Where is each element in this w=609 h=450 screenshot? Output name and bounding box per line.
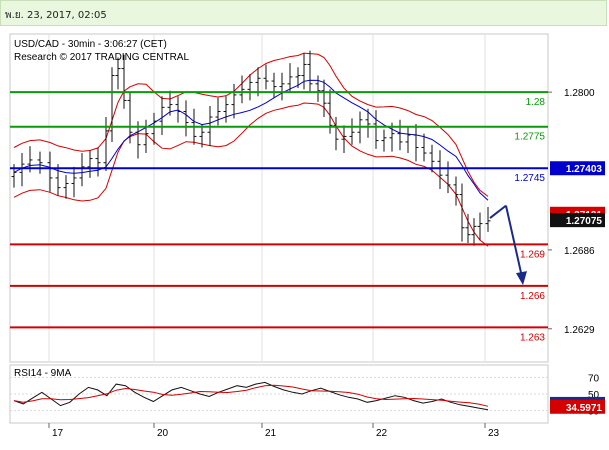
- current-price-box-bg: [550, 213, 605, 228]
- candle: [47, 151, 53, 192]
- candle: [263, 64, 269, 90]
- candle: [485, 206, 491, 232]
- lower-band: [13, 102, 489, 247]
- rsi-title: RSI14 - 9MA: [14, 368, 72, 379]
- candle: [167, 90, 173, 116]
- candle: [215, 97, 221, 126]
- rsi-tick-label: 70: [588, 373, 600, 384]
- candle: [301, 53, 307, 90]
- candle: [465, 213, 471, 243]
- candle: [341, 125, 347, 154]
- candle: [127, 92, 133, 144]
- price-levels: 1.28 1.2775 1.2745 1.269 1.266 1.263: [10, 91, 548, 343]
- candle: [37, 151, 43, 174]
- projection-arrowhead: [516, 271, 527, 286]
- candle: [333, 117, 339, 151]
- candle: [453, 176, 459, 206]
- candle: [175, 96, 181, 123]
- candle: [349, 118, 355, 145]
- rsi-gridlines: [10, 376, 548, 412]
- level-label: 1.269: [520, 249, 545, 260]
- candle: [151, 112, 157, 145]
- pivot-value-box-bg: [550, 161, 605, 176]
- x-tick-label: 23: [488, 428, 500, 439]
- candle: [421, 133, 427, 162]
- y-tick-label: 1.2800: [564, 88, 595, 99]
- candle: [109, 67, 115, 142]
- candle: [471, 218, 477, 246]
- candle: [199, 123, 205, 148]
- level-label: 1.28: [526, 97, 546, 108]
- y-tick-label: 1.2629: [564, 325, 595, 336]
- x-tick-label: 17: [52, 428, 64, 439]
- projection-arrow: [489, 204, 527, 286]
- candle: [445, 161, 451, 194]
- candle: [315, 75, 321, 102]
- candle: [231, 83, 237, 119]
- date-bar: พ.ย. 23, 2017, 02:05: [0, 0, 607, 26]
- level-label: 1.263: [520, 332, 545, 343]
- projection-shaft: [505, 205, 523, 278]
- candle: [19, 153, 25, 187]
- level-label: 1.266: [520, 291, 545, 302]
- candle: [381, 129, 387, 152]
- candle: [63, 175, 69, 199]
- x-tick-label: 20: [157, 428, 169, 439]
- candle: [459, 183, 465, 242]
- candle: [223, 96, 229, 123]
- candle: [477, 212, 483, 241]
- candle: [159, 96, 165, 136]
- timestamp-label: พ.ย. 23, 2017, 02:05: [5, 10, 107, 21]
- candle: [373, 110, 379, 149]
- candle: [287, 63, 293, 93]
- chart-subtitle: Research © 2017 TRADING CENTRAL: [14, 52, 189, 63]
- candle: [143, 119, 149, 154]
- candle: [183, 100, 189, 137]
- candle: [239, 75, 245, 104]
- candle: [271, 72, 277, 98]
- pivot-value-box: 1.27403: [566, 164, 603, 175]
- rsi-ma-line: [13, 384, 489, 407]
- candle: [87, 150, 93, 178]
- level-label: 1.2775: [514, 132, 545, 143]
- projection-lead: [489, 204, 507, 219]
- candle: [71, 166, 77, 198]
- y-tick-label: 1.2686: [564, 246, 595, 257]
- candle: [79, 153, 85, 187]
- candle: [115, 57, 121, 90]
- rsi-tick-label: 50: [588, 390, 600, 401]
- candle: [121, 54, 127, 109]
- rsi-axis: 70503038.031434.5971: [550, 373, 605, 418]
- candle: [279, 72, 285, 101]
- candle: [365, 108, 371, 138]
- candle: [247, 74, 253, 101]
- candle: [321, 79, 327, 118]
- main-plot-area: [9, 33, 549, 363]
- chart-title: USD/CAD - 30min - 3:06:27 (CET): [14, 39, 167, 50]
- candle: [397, 119, 403, 151]
- rsi-ma-box: 34.5971: [566, 403, 603, 414]
- candle: [95, 147, 101, 177]
- candle: [405, 126, 411, 154]
- x-tick-label: 21: [265, 428, 277, 439]
- candle: [307, 50, 313, 93]
- candle: [55, 164, 61, 196]
- level-label: 1.2745: [514, 173, 545, 184]
- candle: [437, 150, 443, 190]
- x-tick-label: 22: [376, 428, 388, 439]
- rsi-ma-box-bg: [550, 399, 605, 414]
- candle: [295, 67, 301, 88]
- rsi-lines: [13, 381, 489, 411]
- candlesticks: [11, 50, 491, 246]
- current-price-box: 1.27075: [566, 216, 603, 227]
- time-axis: 17 20 21 22 23: [48, 423, 500, 439]
- candle: [413, 123, 419, 162]
